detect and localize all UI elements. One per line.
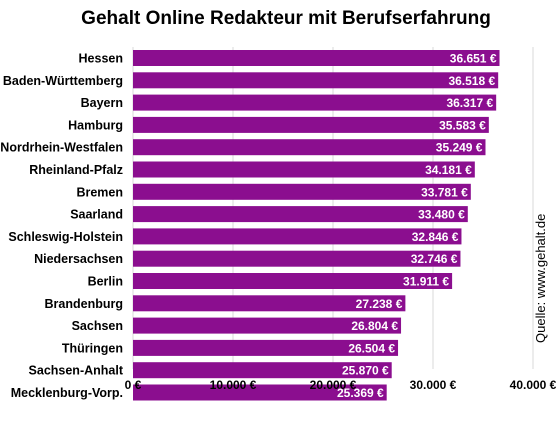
x-tick-label: 30.000 € — [410, 378, 457, 392]
bar — [133, 206, 468, 223]
category-label: Hamburg — [68, 118, 123, 132]
bar — [133, 317, 402, 334]
bar — [133, 139, 486, 156]
category-label: Sachsen — [72, 319, 123, 333]
source-note: Quelle: www.gehalt.de — [533, 214, 548, 343]
bar — [133, 50, 500, 66]
bar — [133, 362, 392, 379]
bar-value-label: 27.238 € — [356, 297, 403, 311]
x-axis-ticks: 0 € 10.000 € 20.000 € 30.000 € 40.000 € — [125, 378, 557, 392]
x-tick-label: 20.000 € — [310, 378, 357, 392]
bar-value-label: 25.870 € — [342, 364, 389, 378]
bar — [133, 94, 497, 111]
category-label: Baden-Württemberg — [3, 74, 123, 88]
category-label: Berlin — [88, 275, 123, 289]
bar — [133, 273, 453, 289]
bar-value-label: 36.651 € — [450, 52, 497, 66]
bar — [133, 183, 471, 200]
category-labels: Hessen Baden-Württemberg Bayern Hamburg Nord… — [0, 52, 124, 401]
category-label: Sachsen-Anhalt — [29, 364, 124, 378]
category-label: Brandenburg — [45, 297, 123, 311]
bar — [133, 228, 462, 245]
bar — [133, 384, 387, 401]
category-label: Niedersachsen — [34, 252, 123, 266]
category-label: Rheinland-Pfalz — [29, 163, 123, 177]
x-tick-label: 0 € — [125, 378, 142, 392]
x-tick-label: 40.000 € — [510, 378, 557, 392]
bar-value-label: 36.518 € — [448, 74, 495, 88]
bar — [133, 339, 399, 356]
bar-value-label: 36.317 € — [446, 96, 493, 110]
bar-value-label: 25.369 € — [337, 386, 384, 400]
bar-value-label: 35.249 € — [436, 141, 483, 155]
chart-title: Gehalt Online Redakteur mit Berufserfahr… — [81, 8, 491, 29]
bar — [133, 72, 499, 89]
bar — [133, 295, 406, 312]
x-tick-label: 10.000 € — [210, 378, 257, 392]
bar — [133, 161, 475, 178]
bar — [133, 116, 489, 133]
category-label: Mecklenburg-Vorp. — [11, 386, 123, 400]
category-label: Bayern — [81, 96, 123, 110]
category-label: Saarland — [70, 208, 123, 222]
bar-value-label: 31.911 € — [403, 275, 449, 289]
bar-value-label: 32.846 € — [412, 230, 459, 244]
bar-value-label: 34.181 € — [425, 163, 472, 177]
category-label: Thüringen — [62, 341, 123, 355]
bar-value-label: 35.583 € — [439, 118, 486, 132]
bar-value-label: 33.480 € — [418, 208, 465, 222]
category-label: Hessen — [79, 52, 123, 66]
bars: 36.651 € 36.518 € 36.317 € 35.583 € 35.249 €… — [133, 50, 500, 401]
category-label: Nordrhein-Westfalen — [0, 141, 123, 155]
category-label: Schleswig-Holstein — [8, 230, 123, 244]
bar-value-label: 26.804 € — [351, 319, 398, 333]
bar-value-label: 26.504 € — [348, 341, 395, 355]
bar-value-label: 33.781 € — [421, 185, 468, 199]
bar-value-label: 32.746 € — [411, 252, 458, 266]
bar — [133, 250, 461, 267]
category-label: Bremen — [76, 185, 123, 199]
